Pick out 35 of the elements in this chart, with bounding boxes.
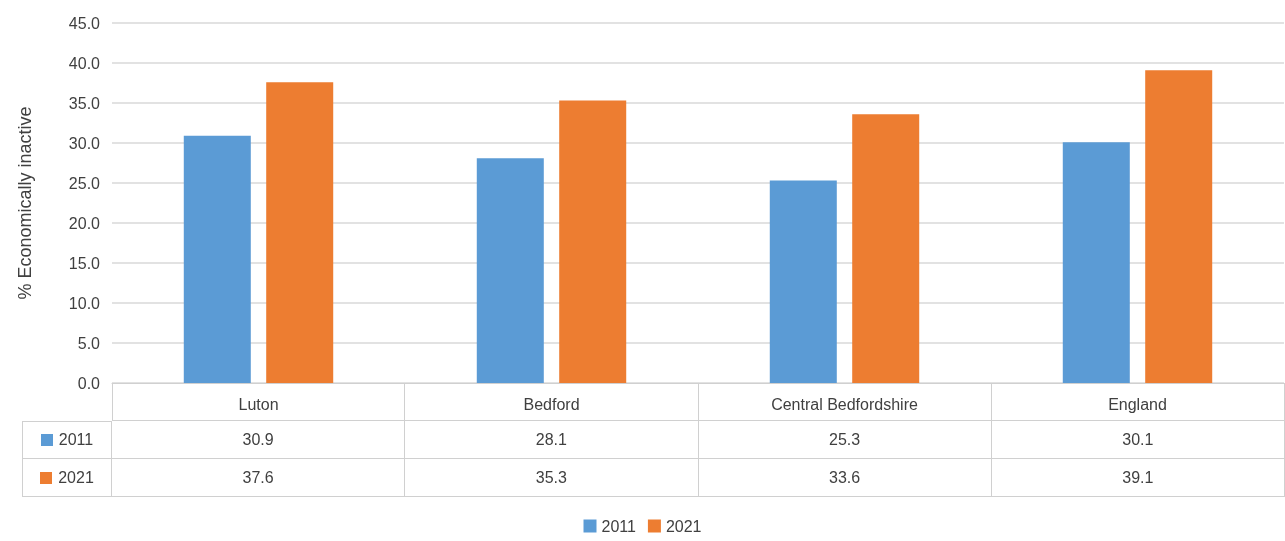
y-tick-label: 35.0 (68, 94, 101, 112)
bar (769, 180, 837, 383)
y-tick-label: 25.0 (68, 174, 101, 192)
data-label: 28.1 (405, 421, 699, 459)
x-tick-label: Bedford (523, 395, 580, 413)
y-axis-title: % Economically inactive (15, 106, 35, 300)
y-tick-label: 15.0 (68, 254, 101, 272)
y-tick-label: 40.0 (68, 54, 101, 72)
data-label: 37.6 (112, 459, 406, 497)
bar (183, 135, 251, 383)
data-label: 25.3 (698, 421, 992, 459)
text: 2011 (601, 517, 636, 535)
x-tick-label: England (1108, 395, 1167, 413)
data-label: 33.6 (698, 459, 992, 497)
data-label: 39.1 (991, 459, 1285, 497)
bar (476, 158, 544, 383)
y-tick-label: 45.0 (68, 14, 101, 32)
bar (559, 100, 627, 383)
legend-label: 2011 (58, 430, 94, 450)
bar (1145, 70, 1213, 383)
bar (1062, 142, 1130, 383)
x-tick-label: Central Bedfordshire (771, 395, 918, 413)
y-tick-label: 0.0 (77, 374, 101, 392)
data-label: 35.3 (405, 459, 699, 497)
y-tick-label: 5.0 (77, 334, 101, 352)
x-tick-label: Luton (238, 395, 279, 413)
bar (852, 114, 920, 383)
data-label: 30.1 (991, 421, 1285, 459)
text: 2021 (58, 468, 94, 486)
legend-label: 2021 (665, 517, 702, 535)
y-tick-label: 30.0 (68, 134, 101, 152)
data-label: 30.9 (112, 421, 406, 459)
y-tick-label: 20.0 (68, 214, 101, 232)
y-tick-label: 10.0 (68, 294, 101, 312)
bar (266, 82, 334, 383)
